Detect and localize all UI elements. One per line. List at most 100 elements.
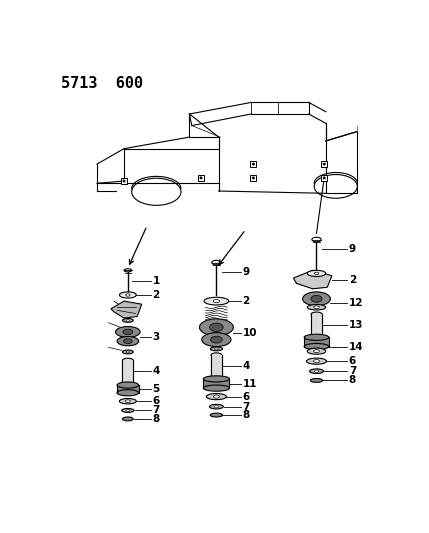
- Bar: [321, 175, 327, 181]
- Bar: [203, 379, 230, 388]
- Ellipse shape: [126, 351, 130, 353]
- Ellipse shape: [126, 294, 130, 296]
- Ellipse shape: [213, 395, 219, 398]
- Ellipse shape: [310, 378, 323, 382]
- Ellipse shape: [122, 380, 133, 384]
- Ellipse shape: [115, 327, 140, 337]
- Ellipse shape: [210, 413, 223, 417]
- Ellipse shape: [307, 270, 326, 277]
- Text: 5713  600: 5713 600: [61, 76, 143, 91]
- Ellipse shape: [314, 306, 319, 309]
- Text: 4: 4: [242, 361, 250, 371]
- Text: 8: 8: [152, 414, 160, 424]
- Ellipse shape: [311, 334, 322, 338]
- Bar: [311, 314, 322, 336]
- Text: 7: 7: [152, 406, 160, 415]
- Ellipse shape: [314, 370, 319, 373]
- Text: 8: 8: [242, 410, 250, 420]
- Ellipse shape: [125, 400, 130, 402]
- Text: 11: 11: [242, 378, 257, 389]
- Ellipse shape: [310, 369, 323, 374]
- Ellipse shape: [126, 409, 130, 411]
- Ellipse shape: [311, 312, 322, 317]
- Text: 5: 5: [152, 384, 160, 394]
- Text: 7: 7: [349, 366, 356, 376]
- Ellipse shape: [122, 318, 133, 322]
- Ellipse shape: [117, 390, 139, 396]
- Circle shape: [252, 177, 254, 179]
- Ellipse shape: [122, 417, 133, 421]
- Bar: [117, 385, 139, 393]
- Ellipse shape: [209, 405, 224, 409]
- Ellipse shape: [210, 347, 223, 351]
- Circle shape: [323, 163, 325, 165]
- Ellipse shape: [204, 297, 229, 305]
- Ellipse shape: [214, 348, 218, 350]
- Text: 6: 6: [242, 392, 250, 401]
- Ellipse shape: [117, 336, 139, 346]
- Polygon shape: [111, 301, 142, 318]
- Ellipse shape: [122, 408, 134, 413]
- Ellipse shape: [206, 393, 227, 400]
- Text: 13: 13: [349, 320, 363, 330]
- Ellipse shape: [314, 350, 319, 353]
- Bar: [250, 161, 257, 167]
- Bar: [250, 175, 257, 181]
- Text: 1: 1: [152, 276, 160, 286]
- Bar: [198, 175, 204, 181]
- Ellipse shape: [302, 292, 330, 306]
- Ellipse shape: [203, 385, 230, 391]
- Ellipse shape: [214, 406, 218, 408]
- Ellipse shape: [213, 300, 220, 303]
- Ellipse shape: [311, 295, 322, 302]
- Text: 9: 9: [349, 244, 356, 254]
- Bar: [304, 337, 329, 346]
- Text: 4: 4: [152, 366, 160, 376]
- Ellipse shape: [304, 334, 329, 341]
- Ellipse shape: [307, 348, 326, 354]
- Ellipse shape: [119, 399, 136, 404]
- Circle shape: [123, 180, 125, 182]
- Ellipse shape: [304, 343, 329, 350]
- Ellipse shape: [212, 260, 221, 265]
- Circle shape: [252, 163, 254, 165]
- Ellipse shape: [124, 339, 132, 343]
- Ellipse shape: [203, 376, 230, 382]
- Ellipse shape: [132, 178, 181, 205]
- Text: 14: 14: [349, 342, 363, 352]
- Text: 9: 9: [242, 267, 250, 277]
- Text: 6: 6: [152, 396, 160, 406]
- Ellipse shape: [202, 333, 231, 346]
- Text: 7: 7: [242, 401, 250, 411]
- Text: 2: 2: [152, 290, 160, 300]
- Ellipse shape: [312, 237, 321, 242]
- Ellipse shape: [124, 269, 132, 272]
- Ellipse shape: [211, 374, 222, 379]
- Ellipse shape: [117, 382, 139, 388]
- Text: 2: 2: [242, 296, 250, 306]
- Ellipse shape: [314, 360, 320, 363]
- Text: 12: 12: [349, 297, 363, 308]
- Ellipse shape: [122, 358, 133, 362]
- Circle shape: [323, 177, 325, 179]
- Circle shape: [200, 177, 202, 179]
- Ellipse shape: [211, 353, 222, 357]
- Ellipse shape: [211, 336, 222, 343]
- Ellipse shape: [123, 329, 133, 335]
- Bar: [122, 360, 133, 382]
- Text: 8: 8: [349, 375, 356, 385]
- Ellipse shape: [306, 358, 326, 364]
- Ellipse shape: [314, 174, 357, 198]
- Ellipse shape: [307, 304, 326, 310]
- Ellipse shape: [122, 350, 133, 354]
- Ellipse shape: [210, 323, 223, 332]
- Bar: [321, 161, 327, 167]
- Ellipse shape: [126, 319, 130, 321]
- Ellipse shape: [199, 319, 233, 336]
- Text: 2: 2: [349, 274, 356, 285]
- Polygon shape: [293, 270, 332, 289]
- Bar: [121, 178, 127, 184]
- Text: 3: 3: [152, 332, 160, 342]
- Text: 6: 6: [349, 356, 356, 366]
- Bar: [211, 355, 222, 377]
